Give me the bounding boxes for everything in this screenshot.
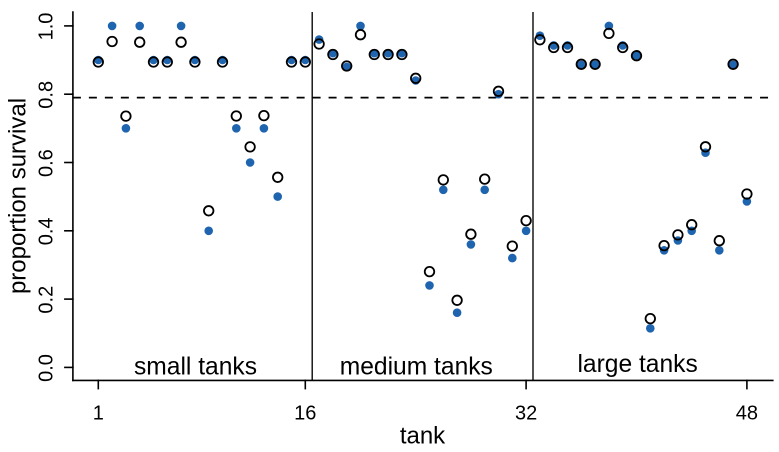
svg-text:tank: tank	[400, 423, 446, 450]
svg-text:1.0: 1.0	[36, 13, 58, 41]
svg-text:medium tanks: medium tanks	[340, 353, 493, 380]
svg-text:32: 32	[515, 403, 537, 425]
svg-text:48: 48	[736, 403, 758, 425]
svg-text:0.0: 0.0	[36, 354, 58, 382]
svg-text:0.8: 0.8	[36, 81, 58, 109]
svg-text:0.2: 0.2	[36, 286, 58, 314]
svg-text:16: 16	[294, 403, 316, 425]
svg-text:large tanks: large tanks	[577, 351, 697, 378]
svg-text:proportion survival: proportion survival	[5, 98, 32, 294]
svg-text:0.6: 0.6	[36, 149, 58, 177]
svg-text:0.4: 0.4	[36, 217, 58, 245]
svg-text:small tanks: small tanks	[134, 353, 257, 380]
svg-text:1: 1	[93, 403, 104, 425]
